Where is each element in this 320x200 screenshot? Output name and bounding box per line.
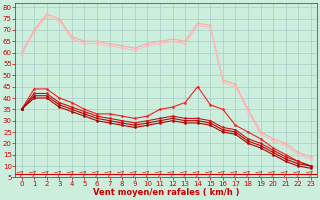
- X-axis label: Vent moyen/en rafales ( km/h ): Vent moyen/en rafales ( km/h ): [93, 188, 239, 197]
